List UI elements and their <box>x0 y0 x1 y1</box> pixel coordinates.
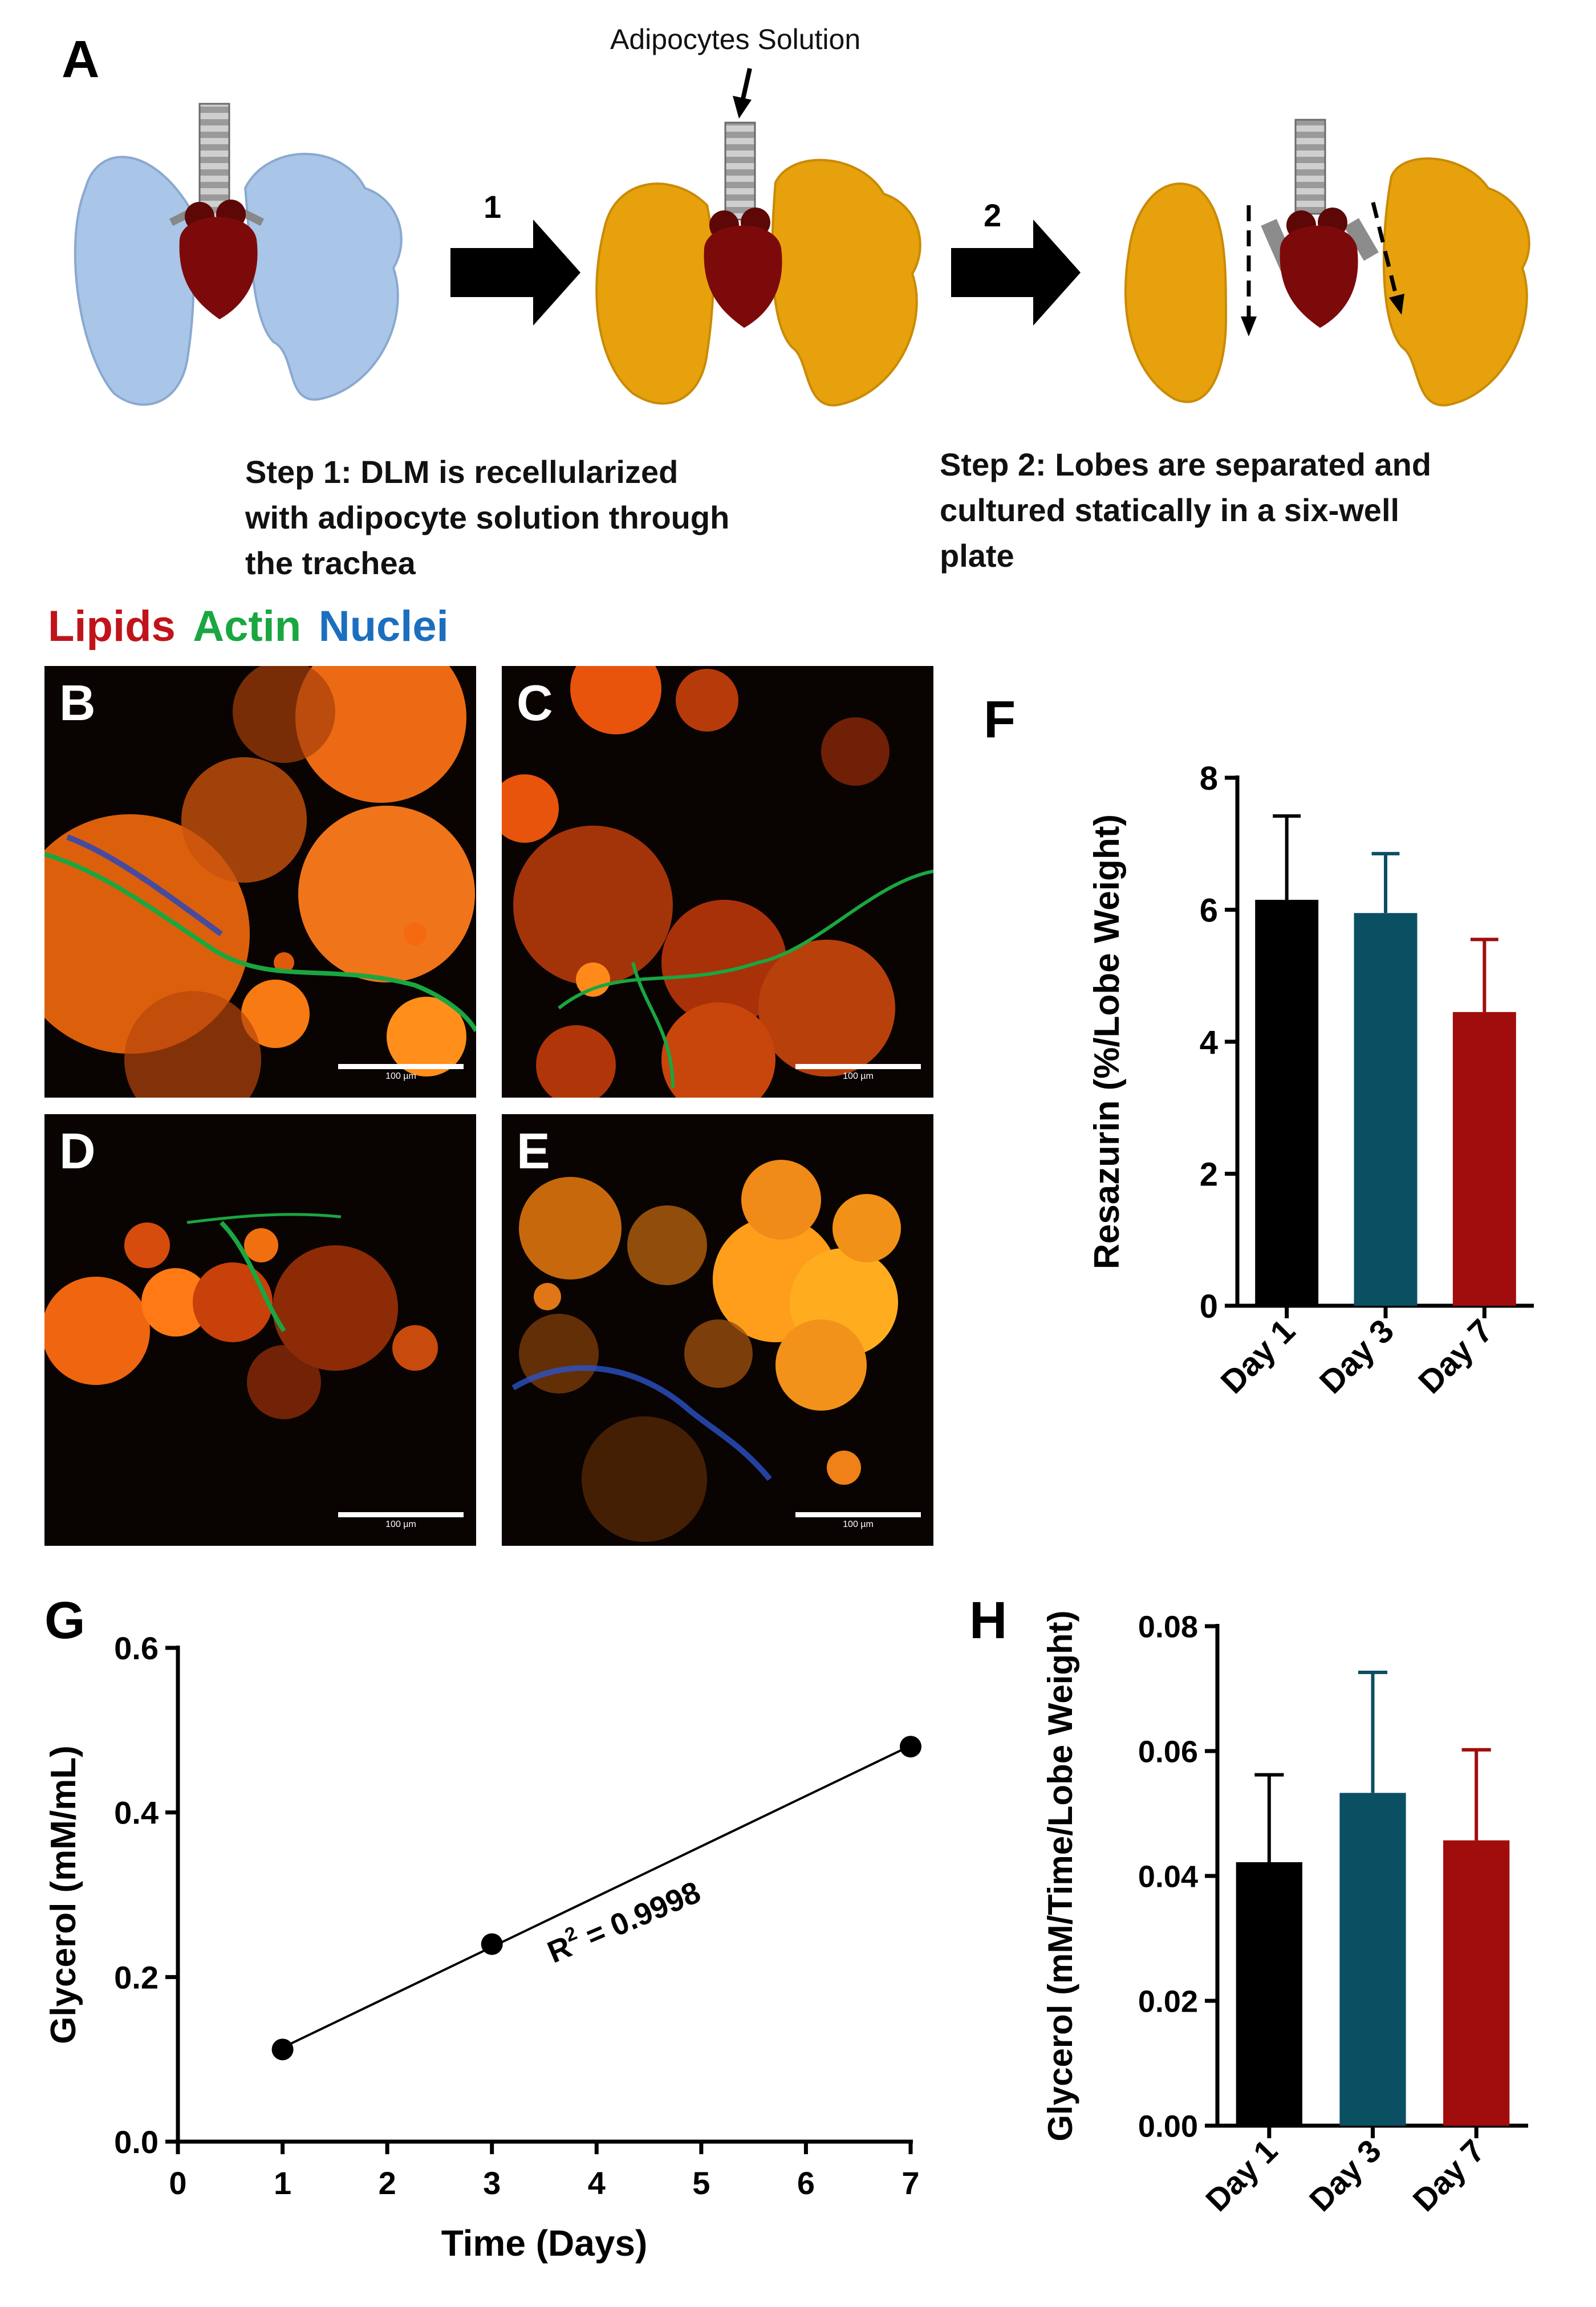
glycerol-scatter-chart: 0.0 0.2 0.4 0.6 0 1 2 3 4 5 6 7 R2 = 0.9998 Time (Day… <box>44 1630 921 2264</box>
process-arrow-1 <box>450 220 580 326</box>
y-tick-label: 0.0 <box>114 2124 159 2160</box>
data-point-1 <box>271 2038 294 2061</box>
data-point-3 <box>900 1736 921 1758</box>
y-axis-label: Glycerol (mM/Time/Lobe Weight) <box>1041 1610 1079 2141</box>
y-tick-label: 0.06 <box>1138 1735 1198 1769</box>
x-tick-label: 7 <box>901 2165 919 2201</box>
arrow-2-label: 2 <box>984 197 1002 233</box>
x-tick-label: Day 1 <box>1213 1312 1302 1400</box>
x-tick-label: 0 <box>169 2165 186 2201</box>
scale-bar: 100 µm <box>795 1512 921 1530</box>
heart-icon <box>704 208 782 328</box>
y-tick-label: 0.00 <box>1138 2109 1198 2143</box>
recellularization-schematic <box>74 68 1530 407</box>
scale-bar: 100 µm <box>795 1064 921 1082</box>
x-tick-label: Day 3 <box>1302 2133 1388 2218</box>
injection-arrow-icon <box>733 68 752 119</box>
x-tick-label: 5 <box>692 2165 710 2201</box>
fit-line <box>282 1744 911 2049</box>
panel-label-f: F <box>984 691 1016 749</box>
x-axis-label: Time (Days) <box>441 2223 648 2264</box>
resazurin-bar-1 <box>1255 900 1319 1306</box>
glycerol-rate-bar-1 <box>1236 1862 1302 2126</box>
y-tick-label: 0.08 <box>1138 1610 1198 1644</box>
heart-icon <box>1280 208 1358 328</box>
y-tick-label: 0.02 <box>1138 1984 1198 2018</box>
micrograph-b: B 100 µm <box>44 666 476 1098</box>
recellularized-lung-icon <box>595 121 921 407</box>
separation-arrow-icon <box>1371 202 1404 315</box>
panel-label-g: G <box>44 1591 86 1650</box>
micrograph-e-image <box>511 1160 901 1542</box>
y-axis-label: Resazurin (%/Lobe Weight) <box>1087 814 1127 1269</box>
scale-bar: 100 µm <box>338 1064 464 1082</box>
process-arrow-2 <box>951 220 1081 326</box>
x-tick-label: Day 1 <box>1199 2133 1284 2218</box>
y-tick-label: 4 <box>1200 1024 1218 1061</box>
legend-actin: Actin <box>193 602 302 651</box>
micrograph-e-label: E <box>517 1123 550 1179</box>
y-tick-label: 0.2 <box>114 1959 159 1995</box>
micrograph-d-image <box>44 1213 438 1419</box>
glycerol-rate-bar-3 <box>1443 1840 1510 2126</box>
x-tick-label: Day 7 <box>1406 2133 1491 2218</box>
glycerol-rate-bar-2 <box>1339 1793 1406 2126</box>
y-axis-label: Glycerol (mM/mL) <box>44 1745 83 2044</box>
y-tick-label: 0 <box>1200 1288 1218 1325</box>
y-tick-label: 6 <box>1200 892 1218 929</box>
resazurin-bar-2 <box>1354 913 1418 1306</box>
step-1-text: Step 1: DLM is recellularized with adipo… <box>245 454 730 581</box>
y-tick-label: 8 <box>1200 760 1218 797</box>
y-tick-label: 0.6 <box>114 1630 159 1666</box>
resazurin-bar-3 <box>1452 1012 1516 1306</box>
micrograph-b-label: B <box>59 675 96 731</box>
micrograph-d: D 100 µm <box>44 1114 476 1546</box>
separated-lobes-icon <box>1124 119 1530 407</box>
y-tick-label: 0.04 <box>1138 1859 1198 1894</box>
x-tick-label: Day 7 <box>1411 1312 1500 1400</box>
x-tick-label: 6 <box>797 2165 815 2201</box>
micrograph-c-image <box>502 666 933 1098</box>
r-squared-annotation: R2 = 0.9998 <box>541 1872 705 1970</box>
stain-legend: Lipids Actin Nuclei <box>48 602 449 651</box>
micrograph-c: C 100 µm <box>502 666 933 1098</box>
glycerol-bar-chart: 0.00 0.02 0.04 0.06 0.08 Day 1 Day 3 Day 7 Glyce… <box>1041 1610 1528 2218</box>
x-tick-label: 3 <box>483 2165 501 2201</box>
panel-label-h: H <box>969 1591 1008 1650</box>
x-tick-label: Day 3 <box>1313 1312 1401 1400</box>
separation-arrow-icon <box>1241 205 1257 336</box>
data-point-2 <box>481 1933 503 1955</box>
scale-bar: 100 µm <box>338 1512 464 1530</box>
decellularized-lung-icon <box>74 103 403 406</box>
step-2-text: Step 2: Lobes are separated and cultured… <box>940 446 1432 574</box>
y-tick-label: 0.4 <box>114 1795 159 1831</box>
arrow-1-label: 1 <box>484 189 502 225</box>
micrograph-c-label: C <box>517 675 553 731</box>
x-tick-label: 4 <box>588 2165 606 2201</box>
x-tick-label: 2 <box>379 2165 396 2201</box>
legend-nuclei: Nuclei <box>318 602 449 651</box>
micrograph-e: E 100 µm <box>502 1114 933 1546</box>
micrograph-b-image <box>44 666 476 1098</box>
adipocytes-solution-label: Adipocytes Solution <box>610 23 861 55</box>
panel-label-a: A <box>62 30 100 88</box>
legend-lipids: Lipids <box>48 602 176 651</box>
x-tick-label: 1 <box>274 2165 291 2201</box>
resazurin-bar-chart: 0 2 4 6 8 Day 1 Day 3 Day 7 Resazurin (%/Lobe We… <box>1087 760 1534 1401</box>
micrograph-d-label: D <box>59 1123 96 1179</box>
heart-icon <box>179 200 258 319</box>
y-tick-label: 2 <box>1200 1156 1218 1193</box>
